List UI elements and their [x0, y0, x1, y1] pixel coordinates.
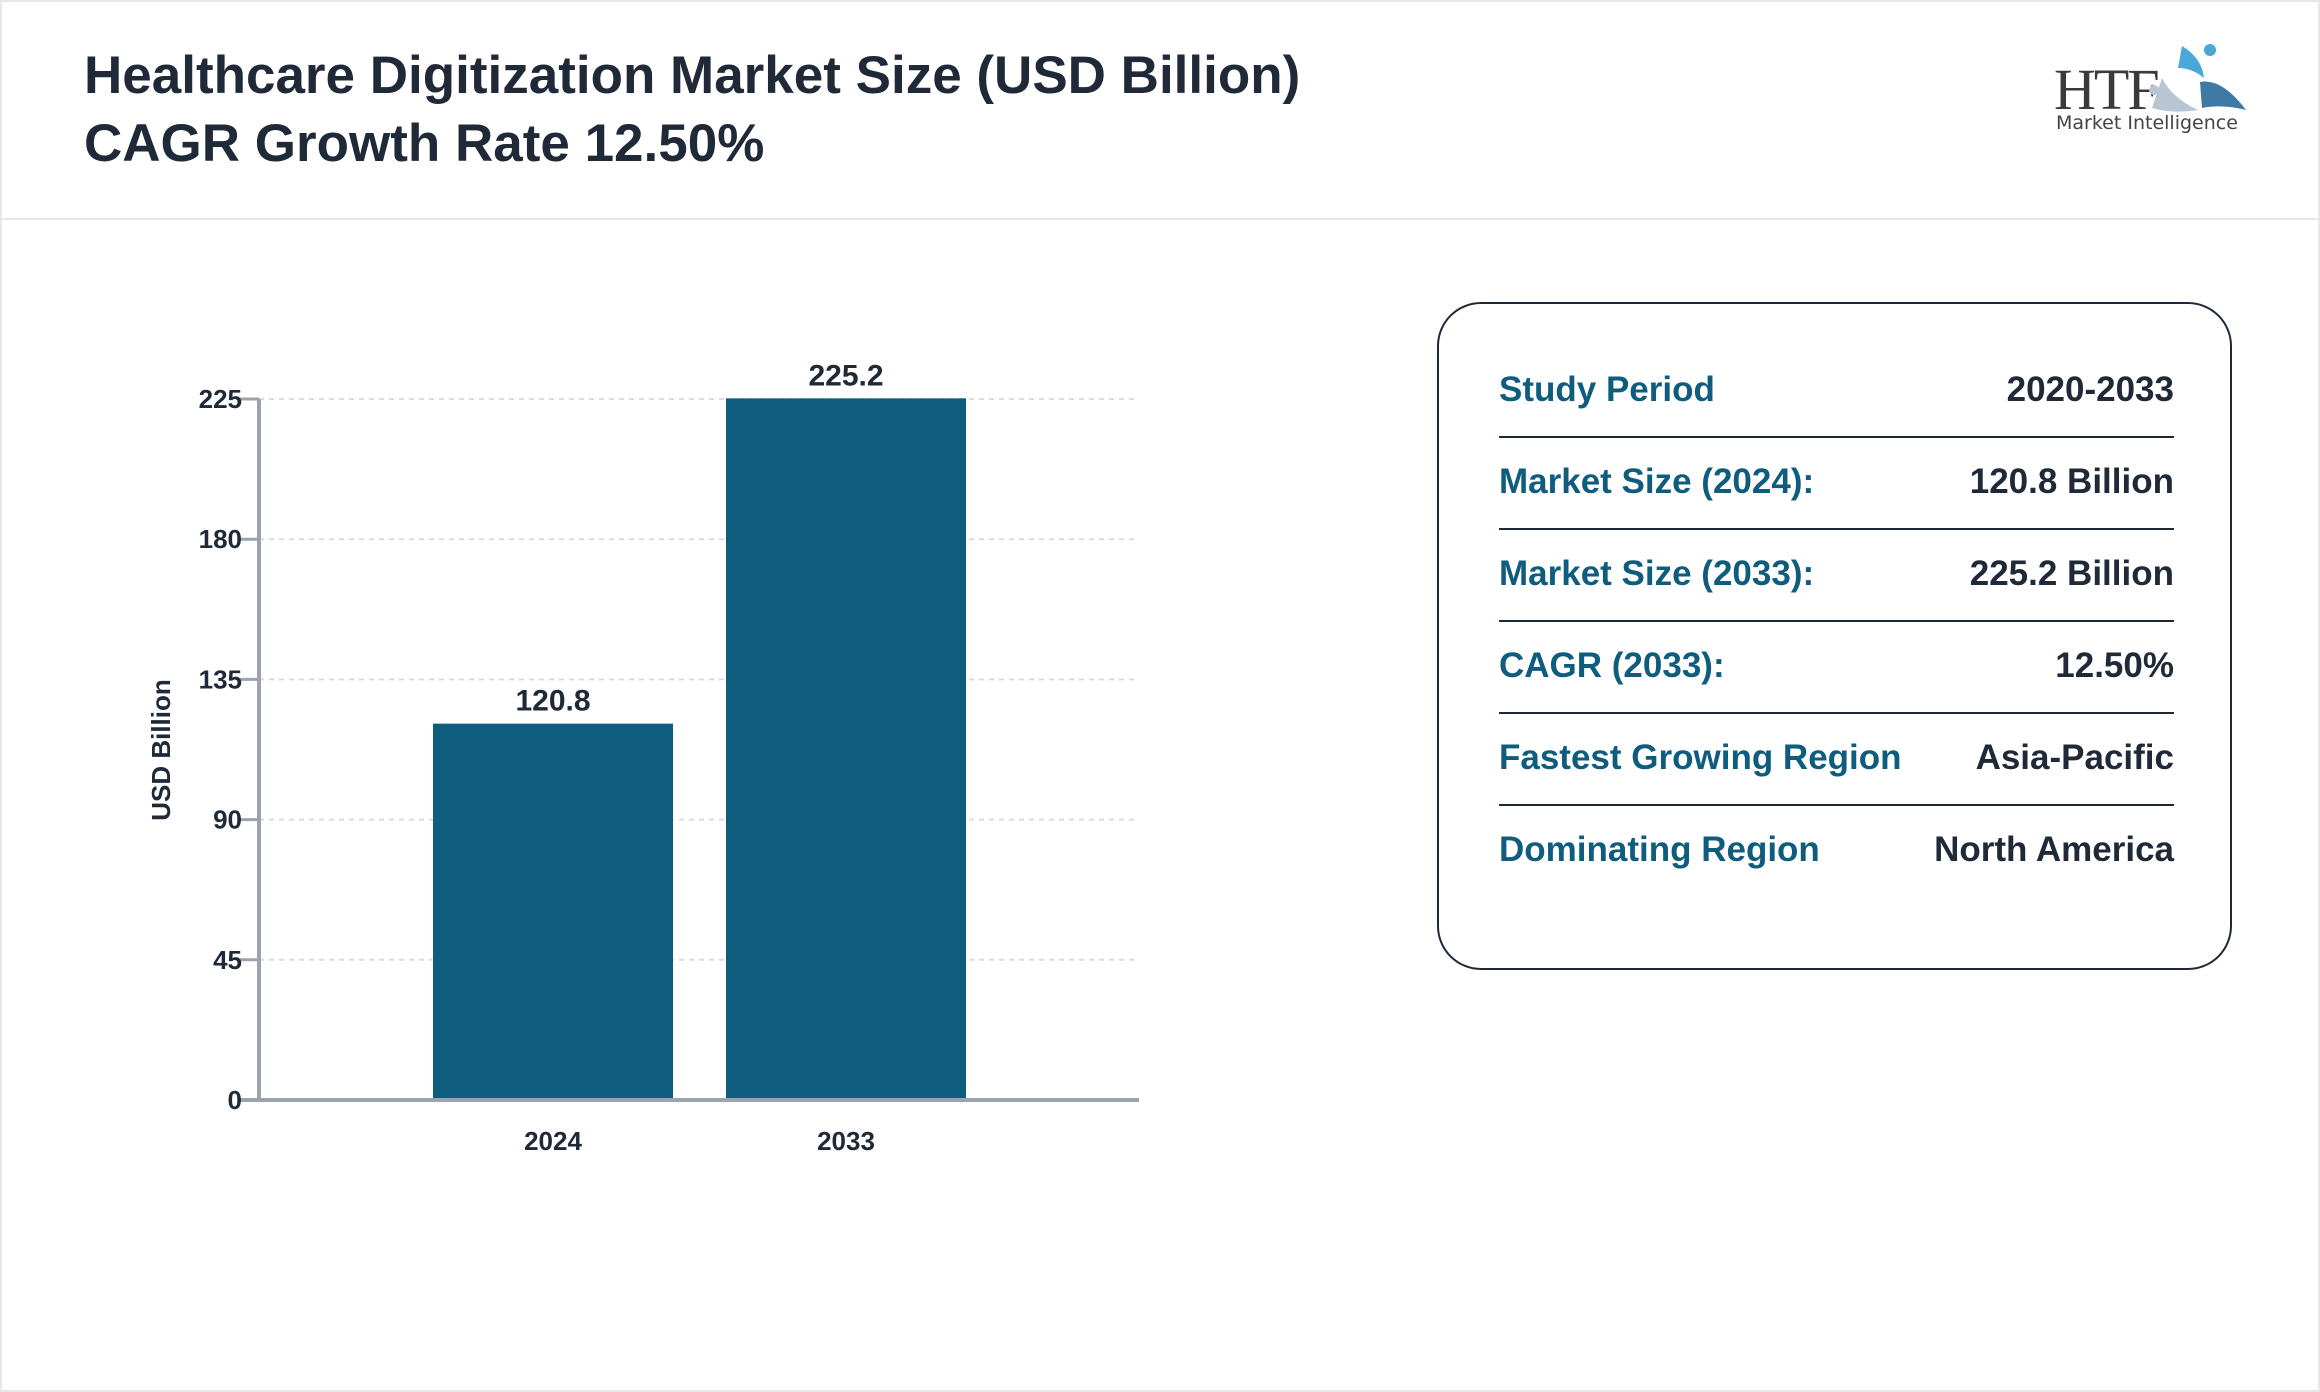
- info-row: Market Size (2033): 225.2 Billion: [1499, 528, 2174, 622]
- info-value: Asia-Pacific: [1975, 738, 2174, 777]
- y-tick-label: 45: [213, 945, 242, 975]
- y-tick-label: 90: [213, 805, 242, 835]
- logo-figures-icon: [2149, 44, 2246, 112]
- bar-chart: 120.8 2024 225.2 2033 0 45 90 135 180 225 USD Bi…: [146, 359, 1139, 1156]
- y-tick-label: 225: [199, 384, 242, 414]
- info-row: Dominating Region North America: [1499, 804, 2174, 896]
- bar-2033: [726, 398, 966, 1100]
- title-line-1: Healthcare Digitization Market Size (USD…: [84, 46, 1301, 105]
- page-title: Healthcare Digitization Market Size (USD…: [84, 42, 1300, 178]
- y-tick-label: 135: [199, 664, 242, 694]
- info-row: Market Size (2024): 120.8 Billion: [1499, 436, 2174, 530]
- info-value: 225.2 Billion: [1969, 554, 2174, 593]
- htf-logo: HTF Market Intelligence: [2050, 38, 2250, 148]
- info-label: Dominating Region: [1499, 830, 1820, 869]
- info-row: Fastest Growing Region Asia-Pacific: [1499, 712, 2174, 806]
- info-value: 120.8 Billion: [1969, 462, 2174, 501]
- y-axis-label: USD Billion: [146, 679, 176, 821]
- y-tick-label: 0: [228, 1085, 242, 1115]
- info-label: Fastest Growing Region: [1499, 738, 1902, 777]
- x-tick-label: 2033: [817, 1126, 875, 1156]
- x-tick-label: 2024: [524, 1126, 582, 1156]
- info-card: Study Period 2020-2033 Market Size (2024):…: [1437, 302, 2232, 970]
- info-value: North America: [1934, 830, 2174, 869]
- header: Healthcare Digitization Market Size (USD…: [0, 0, 2320, 220]
- logo-htf-text: HTF: [2054, 57, 2160, 122]
- info-label: Market Size (2024):: [1499, 462, 1815, 501]
- data-label: 120.8: [515, 685, 590, 718]
- info-label: Study Period: [1499, 370, 1715, 409]
- data-label: 225.2: [808, 359, 883, 392]
- info-row: CAGR (2033): 12.50%: [1499, 620, 2174, 714]
- logo-subtitle: Market Intelligence: [2056, 112, 2238, 134]
- info-label: Market Size (2033):: [1499, 554, 1815, 593]
- y-tick-label: 180: [199, 524, 242, 554]
- info-label: CAGR (2033):: [1499, 646, 1725, 685]
- bar-2024: [433, 723, 673, 1100]
- info-row: Study Period 2020-2033: [1499, 344, 2174, 438]
- info-value: 12.50%: [2055, 646, 2174, 685]
- title-line-2: CAGR Growth Rate 12.50%: [84, 114, 765, 173]
- info-value: 2020-2033: [2006, 370, 2174, 409]
